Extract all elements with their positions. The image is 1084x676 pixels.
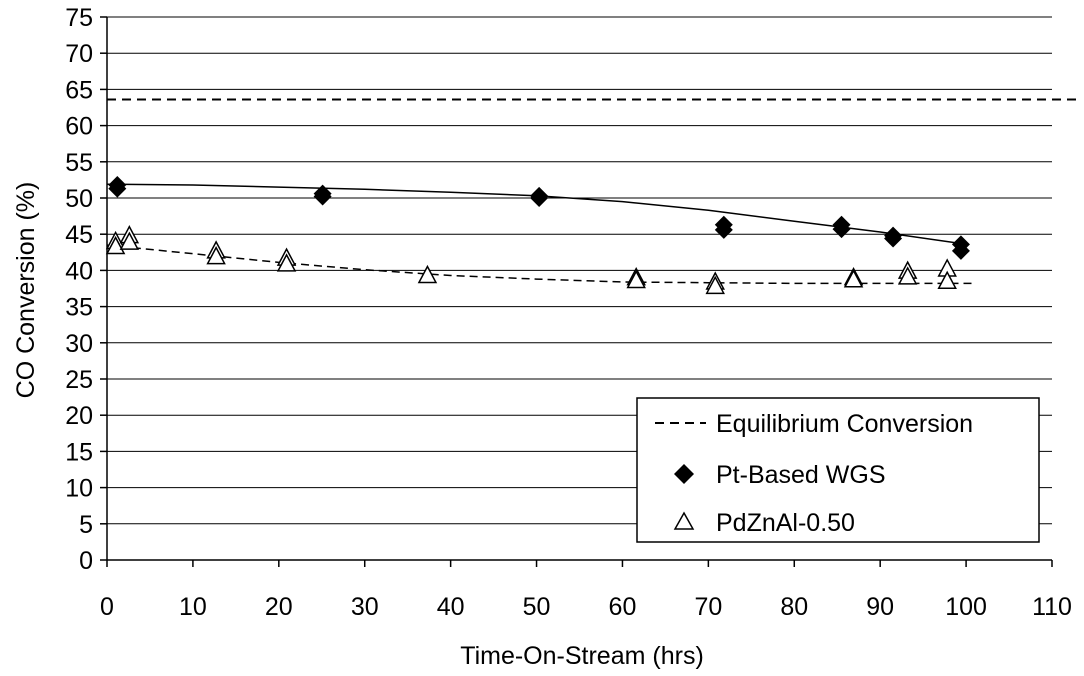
y-tick-labels: 0 5 10 15 20 25 30 35 40 45 50 55 60 65 70 75	[65, 4, 93, 575]
pdznal-point	[626, 269, 646, 289]
y-tick-label: 55	[65, 149, 93, 177]
pt-based-point	[108, 179, 127, 198]
y-tick-label: 25	[65, 366, 93, 394]
y-tick-label: 75	[65, 4, 93, 32]
trend-line-series-1	[106, 244, 975, 285]
legend-triangle-swatch	[673, 511, 695, 530]
legend-pdznal-label: PdZnAl-0.50	[716, 509, 855, 537]
data-points	[105, 175, 970, 295]
pt-based-point	[313, 187, 332, 206]
axes	[100, 16, 1053, 567]
pdznal-point	[206, 246, 226, 265]
x-tick-label: 100	[945, 593, 987, 621]
y-tick-label: 15	[65, 438, 93, 466]
pdznal-point	[276, 253, 297, 272]
pdznal-point	[897, 266, 918, 285]
y-tick-label: 10	[65, 475, 93, 503]
x-tick-label: 110	[1032, 593, 1072, 621]
y-tick-label: 20	[65, 402, 93, 430]
x-tick-label: 20	[265, 593, 293, 621]
pt-based-point	[832, 220, 851, 239]
x-tick-label: 0	[100, 593, 114, 621]
gridlines	[107, 16, 1052, 525]
y-tick-label: 40	[65, 257, 93, 285]
x-tick-label: 60	[609, 593, 637, 621]
legend-equilibrium-label: Equilibrium Conversion	[716, 410, 973, 438]
y-axis-label: CO Conversion (%)	[12, 182, 40, 399]
x-tick-label: 50	[523, 593, 551, 621]
y-tick-label: 5	[79, 511, 93, 539]
x-tick-label: 80	[780, 593, 808, 621]
legend-diamond-swatch	[674, 464, 694, 484]
x-tick-label: 30	[351, 593, 379, 621]
y-tick-label: 45	[65, 221, 93, 249]
pt-based-point	[530, 189, 549, 207]
y-tick-label: 0	[79, 547, 93, 575]
y-tick-label: 35	[65, 294, 93, 322]
y-tick-label: 70	[65, 40, 93, 68]
pdznal-point	[417, 264, 438, 284]
x-tick-label: 90	[866, 593, 894, 621]
pdznal-point	[119, 231, 140, 250]
legend: Equilibrium Conversion Pt-Based WGS PdZn…	[636, 397, 1040, 543]
pt-based-point	[951, 241, 970, 260]
pdznal-point	[843, 269, 864, 288]
pdznal-point	[705, 275, 725, 295]
x-tick-label: 10	[179, 593, 207, 621]
y-tick-label: 65	[65, 76, 93, 104]
pdznal-point	[937, 270, 957, 290]
x-tick-label: 70	[694, 593, 722, 621]
y-tick-label: 50	[65, 185, 93, 213]
pt-based-point	[714, 220, 733, 239]
x-axis-label: Time-On-Stream (hrs)	[460, 642, 704, 670]
legend-pt-label: Pt-Based WGS	[716, 461, 886, 489]
y-tick-label: 30	[65, 330, 93, 358]
pt-based-point	[884, 229, 903, 248]
y-tick-label: 60	[65, 113, 93, 141]
x-tick-labels: 0 10 20 30 40 50 60 70 80 90 100 110	[100, 593, 1072, 621]
x-tick-label: 40	[437, 593, 465, 621]
